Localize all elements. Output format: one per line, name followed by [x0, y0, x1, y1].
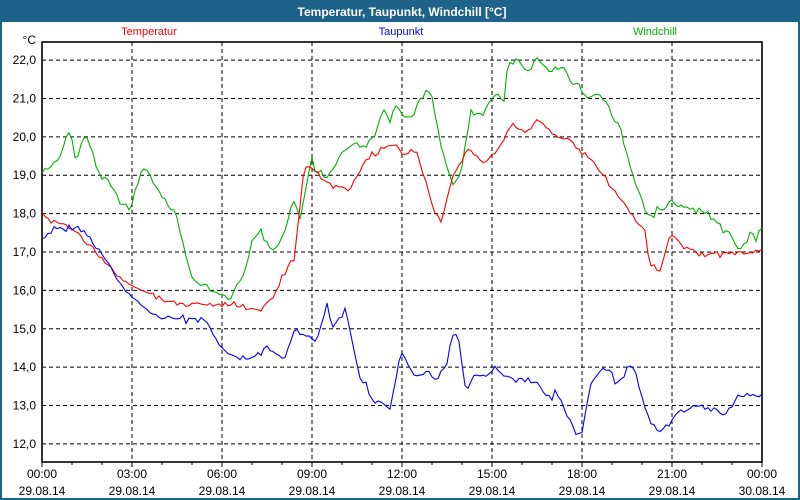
svg-text:14,0: 14,0 [13, 360, 37, 374]
svg-text:15,0: 15,0 [13, 322, 37, 336]
svg-text:29.08.14: 29.08.14 [379, 484, 426, 498]
svg-text:09:00: 09:00 [297, 467, 327, 481]
svg-text:30.08.14: 30.08.14 [739, 484, 786, 498]
svg-text:17,0: 17,0 [13, 245, 37, 259]
svg-text:16,0: 16,0 [13, 283, 37, 297]
svg-text:29.08.14: 29.08.14 [289, 484, 336, 498]
svg-text:29.08.14: 29.08.14 [199, 484, 246, 498]
svg-text:18:00: 18:00 [567, 467, 597, 481]
svg-text:19,0: 19,0 [13, 168, 37, 182]
svg-text:15:00: 15:00 [477, 467, 507, 481]
svg-text:06:00: 06:00 [207, 467, 237, 481]
svg-text:29.08.14: 29.08.14 [109, 484, 156, 498]
svg-text:29.08.14: 29.08.14 [559, 484, 606, 498]
svg-text:29.08.14: 29.08.14 [469, 484, 516, 498]
svg-text:12,0: 12,0 [13, 437, 37, 451]
svg-text:21:00: 21:00 [657, 467, 687, 481]
svg-text:29.08.14: 29.08.14 [649, 484, 696, 498]
svg-text:00:00: 00:00 [27, 467, 57, 481]
svg-text:29.08.14: 29.08.14 [19, 484, 66, 498]
svg-text:18,0: 18,0 [13, 207, 37, 221]
svg-text:13,0: 13,0 [13, 399, 37, 413]
svg-text:03:00: 03:00 [117, 467, 147, 481]
svg-text:00:00: 00:00 [747, 467, 777, 481]
svg-text:12:00: 12:00 [387, 467, 417, 481]
svg-text:°C: °C [23, 33, 37, 47]
svg-text:21,0: 21,0 [13, 92, 37, 106]
svg-text:20,0: 20,0 [13, 130, 37, 144]
svg-text:22,0: 22,0 [13, 53, 37, 67]
